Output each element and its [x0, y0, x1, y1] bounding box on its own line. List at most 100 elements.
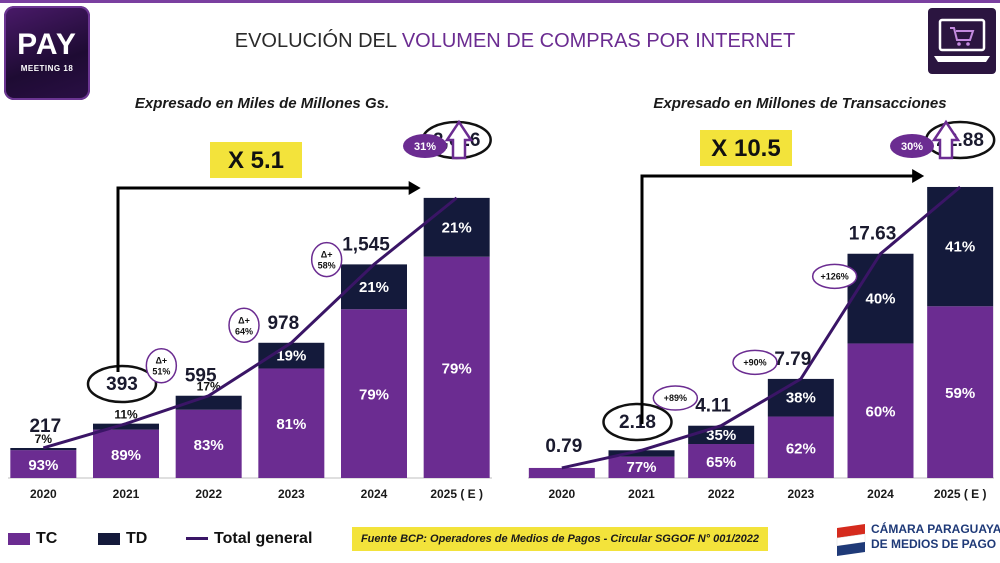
bar-label-tc: 81% — [276, 416, 306, 433]
bar-td — [175, 395, 242, 410]
bar-tc — [608, 456, 675, 478]
growth-top-pill — [890, 134, 934, 158]
bar-label-td: 7% — [35, 432, 53, 446]
growth-bubble-label: +126% — [821, 271, 849, 281]
x-tick-label: 2025 ( E ) — [934, 487, 987, 501]
chart-transactions: Expresado en Millones de Transacciones 20… — [528, 95, 996, 501]
bar-td — [767, 378, 834, 417]
total-value-label: 0.79 — [545, 436, 582, 457]
x-tick-label: 2021 — [628, 487, 655, 501]
total-value-label: 595 — [185, 366, 217, 387]
x-tick-label: 2020 — [30, 487, 57, 501]
bar-label-td: 11% — [114, 408, 138, 422]
bar-tc — [341, 309, 407, 478]
legend-item-td: TD — [98, 528, 147, 550]
bar-tc — [423, 256, 490, 478]
chart-subtitle: Expresado en Miles de Millones Gs. — [135, 95, 389, 112]
legend-label-td: TD — [126, 530, 148, 547]
bar-tc — [847, 343, 914, 478]
multiplier-box — [210, 142, 302, 178]
total-line — [42, 196, 458, 450]
bar-label-tc: 83% — [194, 437, 224, 454]
bar-label-td: 40% — [865, 291, 895, 308]
legend-item-tc: TC — [8, 528, 57, 550]
bar-tc — [927, 306, 994, 478]
logo-main-text: PAY — [17, 28, 77, 61]
growth-bubble — [228, 307, 260, 344]
footer-logo-line2: DE MEDIOS DE PAGO — [871, 537, 997, 551]
x-tick-label: 2023 — [787, 487, 814, 501]
bar-label-td: 21% — [359, 279, 389, 296]
bar-td — [847, 253, 914, 344]
x-tick-label: 2024 — [361, 487, 388, 501]
top-accent-line — [0, 0, 1000, 3]
legend-swatch-total — [186, 537, 208, 541]
bar-label-tc: 79% — [359, 387, 389, 404]
total-callout-circle — [86, 364, 158, 404]
footer-logo-line1: CÁMARA PARAGUAYA — [871, 522, 1000, 536]
bar-label-td: 19% — [276, 348, 306, 365]
paraguay-flag-icon — [836, 524, 866, 556]
bar-tc — [175, 409, 242, 478]
bar-label-td: 21% — [442, 219, 472, 236]
chart-value-gs: Expresado en Miles de Millones Gs.93%7%2… — [8, 95, 492, 501]
bar-label-td: 38% — [786, 390, 816, 407]
x-tick-label: 2021 — [113, 487, 140, 501]
growth-top-label: 30% — [901, 141, 923, 153]
growth-bubble-label: +90% — [743, 357, 766, 367]
legend-item-total: Total general — [186, 528, 312, 550]
growth-bubble — [652, 385, 699, 411]
bar-label-td: 35% — [706, 427, 736, 444]
legend-label-total: Total general — [214, 530, 313, 547]
growth-bubble — [145, 347, 178, 384]
growth-bracket-arrowhead — [408, 181, 421, 195]
bar-label-tc: 65% — [706, 454, 736, 471]
charts-canvas: Expresado en Miles de Millones Gs.93%7%2… — [8, 95, 996, 501]
total-callout-circle — [602, 402, 673, 442]
growth-bubble-label: 51% — [152, 367, 170, 377]
x-tick-label: 2022 — [195, 487, 222, 501]
total-value-label: 1,545 — [342, 234, 390, 255]
logo-sub-text: MEETING 18 — [20, 64, 74, 73]
bar-tc — [767, 416, 834, 478]
total-value-label: 4.11 — [695, 396, 731, 417]
x-tick-label: 2020 — [548, 487, 575, 501]
growth-bubble — [732, 349, 778, 376]
bar-label-tc: 59% — [945, 385, 975, 402]
growth-bubble — [811, 263, 858, 290]
growth-bracket-line — [116, 186, 411, 372]
total-value-label: 7.79 — [774, 349, 811, 370]
legend-swatch-tc — [8, 532, 30, 545]
bar-tc — [258, 368, 325, 478]
total-value-label: 217 — [29, 416, 61, 437]
bar-td — [423, 197, 490, 257]
total-value-label: 978 — [267, 313, 299, 334]
bar-td — [608, 450, 675, 457]
growth-bubble-label: +89% — [664, 393, 687, 403]
source-note: Fuente BCP: Operadores de Medios de Pago… — [352, 527, 768, 551]
up-arrow-icon — [931, 119, 961, 160]
multiplier-box — [700, 130, 792, 166]
growth-top-label: 31% — [414, 141, 436, 153]
growth-bracket-arrowhead — [912, 169, 925, 183]
page-title-prefix: EVOLUCIÓN DEL — [234, 30, 402, 52]
x-tick-label: 2023 — [278, 487, 305, 501]
total-value-label: 2.18 — [619, 412, 656, 433]
x-tick-label: 2025 ( E ) — [430, 487, 483, 501]
camara-paraguaya-logo: CÁMARA PARAGUAYA DE MEDIOS DE PAGO — [835, 518, 1000, 558]
bar-td — [93, 423, 159, 430]
paymeeting-logo: PAY MEETING 18 — [4, 6, 90, 100]
x-tick-label: 2024 — [867, 487, 894, 501]
bar-tc — [10, 450, 77, 478]
legend-label-tc: TC — [36, 530, 58, 547]
multiplier-label: X 10.5 — [711, 135, 780, 162]
growth-top-pill — [403, 134, 447, 158]
bar-label-tc: 62% — [786, 440, 816, 457]
growth-bubble-label: Δ+ — [155, 356, 167, 366]
legend-swatch-td — [98, 532, 120, 545]
total-line — [561, 185, 962, 470]
growth-bubble-label: 64% — [235, 326, 253, 336]
shopping-cart-laptop-icon — [928, 8, 996, 74]
bar-tc — [528, 467, 595, 478]
growth-bubble-label: Δ+ — [321, 250, 333, 260]
